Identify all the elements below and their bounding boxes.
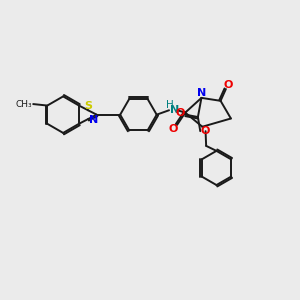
Text: N: N <box>170 105 180 115</box>
Text: O: O <box>176 109 185 118</box>
Text: H: H <box>167 100 174 110</box>
Text: O: O <box>168 124 178 134</box>
Text: S: S <box>84 100 92 111</box>
Text: O: O <box>201 126 210 136</box>
Text: O: O <box>223 80 232 90</box>
Text: CH₃: CH₃ <box>15 100 32 109</box>
Text: N: N <box>197 88 206 98</box>
Text: N: N <box>89 115 98 125</box>
